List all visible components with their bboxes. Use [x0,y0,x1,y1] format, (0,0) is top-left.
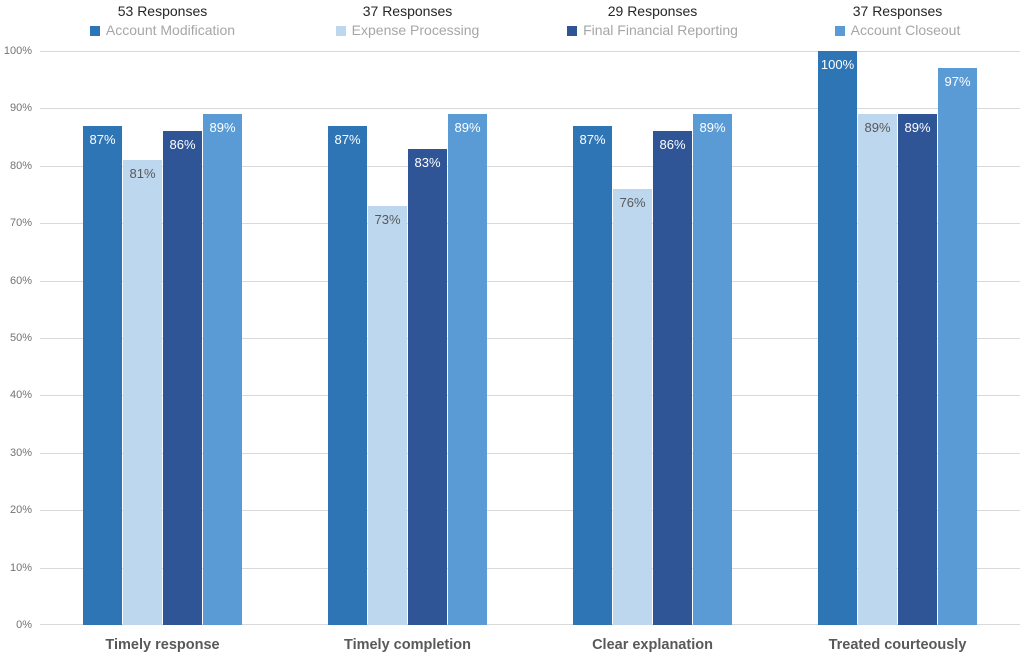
legend-item: 37 Responses Account Closeout [775,2,1020,42]
bar-value-label: 86% [659,137,686,153]
bar: 89% [203,114,242,625]
bar-value-label: 97% [944,74,971,90]
bar: 87% [328,125,367,625]
x-axis: Timely response Timely completion Clear ex… [40,637,1020,653]
gridline [40,624,1020,625]
legend-swatch-icon [834,25,845,36]
bar-group: 87% 73% 83% 89% [285,51,530,625]
bar-value-label: 89% [454,120,481,136]
y-tick-label: 0% [16,619,32,631]
y-tick-label: 90% [9,102,32,115]
bar-group: 87% 76% 86% 89% [530,51,775,625]
y-tick-label: 80% [9,159,32,172]
y-tick-label: 50% [9,332,32,344]
legend-series-label: Expense Processing [351,22,480,38]
bar: 81% [123,160,162,625]
bar-group: 100% 89% 89% 97% [775,51,1020,625]
plot-area: 87% 81% 86% 89% 87% 73% 83% 89% 87% 76% 86% 89% 100%… [40,51,1020,625]
legend-response-count: 53 Responses [117,3,208,19]
bar-value-label: 100% [820,57,855,72]
y-tick-label: 40% [9,389,32,402]
bar: 97% [938,68,977,625]
bar-value-label: 86% [169,137,196,153]
bar-value-label: 76% [619,194,646,210]
bar: 89% [898,114,937,625]
legend-series-entry: Account Closeout [834,22,961,39]
y-tick-label: 10% [9,561,32,574]
y-tick-label: 70% [9,217,32,230]
bar: 76% [613,188,652,625]
legend-series-label: Account Closeout [850,22,961,38]
legend-response-count: 37 Responses [362,3,453,19]
bar-value-label: 73% [374,211,401,227]
y-axis: 0% 10% 20% 30% 40% 50% 60% 70% 80% 90% 100% [0,45,34,631]
gridline [40,395,1020,397]
gridline [40,338,1020,339]
bar: 83% [408,148,447,625]
gridline [40,51,1020,52]
legend-swatch-icon [567,25,578,36]
bar-value-label: 83% [414,154,441,170]
legend-response-count: 37 Responses [852,3,943,19]
y-tick-label: 60% [9,274,32,287]
bar: 100% [818,51,857,625]
bar: 89% [448,114,487,625]
bar-value-label: 89% [209,120,236,136]
bar-groups: 87% 81% 86% 89% 87% 73% 83% 89% 87% 76% 86% 89% 100%… [40,51,1020,625]
gridline [40,567,1020,569]
legend-item: 37 Responses Expense Processing [285,2,530,42]
legend-swatch-icon [89,25,100,36]
gridline [40,452,1020,454]
chart-legend: 53 Responses Account Modification 37 Respo… [40,2,1020,42]
x-category-label: Timely completion [343,637,472,653]
bar: 89% [858,114,897,625]
legend-item: 29 Responses Final Financial Reporting [530,2,775,42]
x-category-label: Timely response [105,637,220,653]
bar-group: 87% 81% 86% 89% [40,51,285,625]
legend-series-label: Final Financial Reporting [583,22,738,38]
bar-value-label: 87% [89,131,116,147]
gridline [40,108,1020,110]
bar-value-label: 89% [864,120,891,136]
bar-value-label: 87% [334,131,361,147]
y-tick-label: 20% [9,504,32,517]
legend-series-label: Account Modification [105,22,236,38]
bar-value-label: 89% [904,120,931,136]
bar: 86% [163,131,202,625]
x-category-label: Clear explanation [592,637,713,653]
y-tick-label: 30% [9,446,32,459]
bar-value-label: 89% [699,120,726,136]
bar-value-label: 81% [129,166,156,182]
gridline [40,510,1020,512]
legend-item: 53 Responses Account Modification [40,2,285,42]
bar-value-label: 87% [579,131,606,147]
bar: 87% [573,125,612,625]
legend-response-count: 29 Responses [607,3,698,19]
legend-swatch-icon [335,25,346,36]
x-category-label: Treated courteously [828,637,967,653]
bar: 86% [653,131,692,625]
legend-series-entry: Expense Processing [335,22,480,39]
bar: 73% [368,205,407,625]
bar: 89% [693,114,732,625]
y-tick-label: 100% [3,45,32,57]
gridline [40,223,1020,225]
gridline [40,165,1020,167]
gridline [40,280,1020,282]
bar: 87% [83,125,122,625]
legend-series-entry: Final Financial Reporting [567,22,738,39]
legend-series-entry: Account Modification [89,22,236,39]
